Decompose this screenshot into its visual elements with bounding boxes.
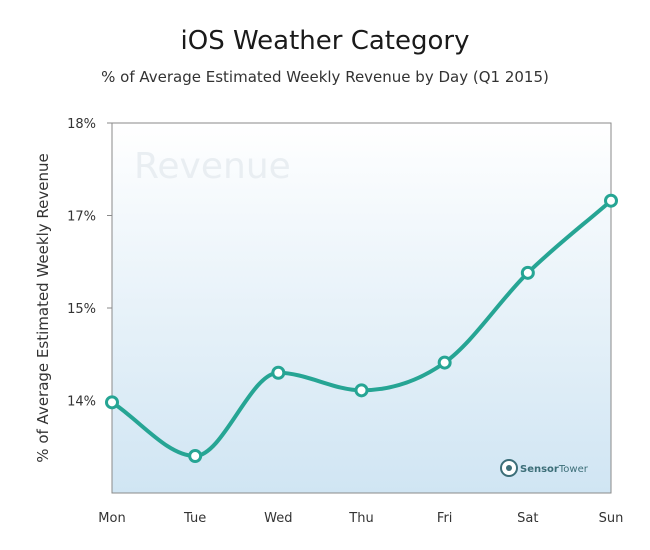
x-tick-label: Fri	[437, 511, 453, 526]
data-point[interactable]	[271, 365, 286, 380]
data-point[interactable]	[354, 383, 369, 398]
data-point[interactable]	[105, 395, 119, 410]
data-point[interactable]	[604, 193, 618, 208]
x-tick-label: Sun	[599, 511, 624, 526]
y-tick-label: 14%	[67, 395, 96, 410]
data-point[interactable]	[437, 355, 452, 370]
x-tick-label: Mon	[98, 511, 125, 526]
sensortower-logo-dot	[506, 465, 512, 471]
y-ticks: 14% 15% 17% 18%	[67, 117, 112, 410]
chart-subtitle: % of Average Estimated Weekly Revenue by…	[101, 68, 549, 86]
y-axis-label: % of Average Estimated Weekly Revenue	[34, 153, 52, 462]
sensortower-logo: SensorTower	[500, 459, 589, 477]
x-tick-label: Thu	[348, 511, 373, 526]
y-tick-label: 17%	[67, 210, 96, 225]
y-tick-label: 18%	[67, 117, 96, 132]
chart-title: iOS Weather Category	[180, 26, 470, 56]
y-tick-label: 15%	[67, 302, 96, 317]
x-ticks: Mon Tue Wed Thu Fri Sat Sun	[98, 511, 623, 526]
sensortower-brand: SensorTower	[520, 464, 589, 475]
x-tick-label: Tue	[183, 511, 206, 526]
series-group	[105, 193, 618, 463]
x-tick-label: Sat	[517, 511, 538, 526]
data-point[interactable]	[520, 265, 535, 280]
data-point[interactable]	[188, 449, 203, 463]
x-tick-label: Wed	[264, 511, 292, 526]
watermark-text: Revenue	[134, 146, 291, 187]
plot-area	[111, 122, 612, 494]
